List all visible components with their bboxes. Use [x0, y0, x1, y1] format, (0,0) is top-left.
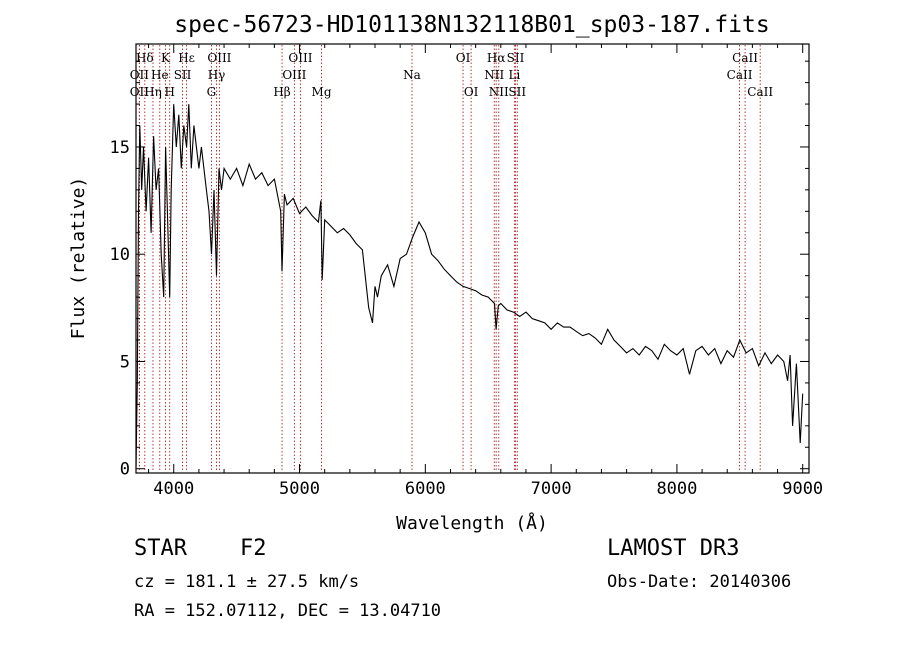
plot-frame: [135, 43, 810, 474]
line-marker-label: H: [164, 85, 174, 99]
object-type: STAR: [134, 536, 187, 561]
line-marker-label: OIII: [207, 51, 231, 65]
line-marker-label: CaII: [747, 85, 773, 99]
x-axis-label: Wavelength (Å): [396, 512, 548, 534]
line-marker-label: OIII: [282, 68, 306, 82]
x-tick-label: 4000: [153, 479, 194, 499]
y-axis-label: Flux (relative): [68, 177, 89, 340]
y-tick-label: 15: [110, 138, 130, 158]
x-tick-label: 8000: [656, 479, 697, 499]
line-marker-label: OII: [130, 68, 150, 82]
x-axis: 4000 5000 6000 7000 8000 9000: [148, 44, 823, 499]
line-marker-label: CaII: [732, 51, 758, 65]
chart-title: spec-56723-HD101138N132118B01_sp03-187.f…: [174, 12, 769, 38]
x-tick-label: 5000: [279, 479, 320, 499]
line-marker-label: SII: [508, 85, 526, 99]
y-tick-label: 10: [110, 245, 130, 265]
y-tick-label: 0: [120, 460, 130, 480]
y-axis: 0 5 10 15: [110, 60, 809, 480]
x-tick-label: 7000: [531, 479, 572, 499]
line-marker-label: Na: [403, 68, 421, 82]
spectrum-line: [135, 104, 804, 469]
line-marker-label: Hε: [178, 51, 195, 65]
line-marker-label: K: [161, 51, 171, 65]
line-marker-label: G: [207, 85, 217, 99]
line-marker-label: Li: [508, 68, 520, 82]
line-marker-label: NII: [484, 68, 504, 82]
survey-name: LAMOST DR3: [607, 536, 740, 561]
line-marker-label: SII: [507, 51, 525, 65]
redshift-info: cz = 181.1 ± 27.5 km/s: [134, 572, 360, 592]
line-marker-label: Hβ: [273, 85, 290, 99]
y-tick-label: 5: [120, 352, 130, 372]
line-marker-label: Hη: [144, 85, 162, 99]
line-marker-label: OI: [456, 51, 471, 65]
x-tick-label: 9000: [782, 479, 823, 499]
line-marker-label: He: [151, 68, 169, 82]
line-marker-label: CaII: [727, 68, 753, 82]
line-markers: [138, 45, 761, 472]
line-marker-label: NII: [489, 85, 509, 99]
line-marker-label: SII: [174, 68, 192, 82]
line-marker-label: OIII: [288, 51, 312, 65]
coordinates: RA = 152.07112, DEC = 13.04710: [134, 601, 442, 621]
line-marker-label: OII: [130, 85, 150, 99]
line-marker-label: Hδ: [136, 51, 154, 65]
line-marker-label: Hα: [487, 51, 506, 65]
line-marker-label: OI: [464, 85, 479, 99]
line-marker-label: Hγ: [208, 68, 226, 82]
line-marker-label: Mg: [312, 85, 332, 99]
observation-date: Obs-Date: 20140306: [607, 572, 792, 592]
x-tick-label: 6000: [405, 479, 446, 499]
spectral-class: F2: [240, 536, 267, 561]
